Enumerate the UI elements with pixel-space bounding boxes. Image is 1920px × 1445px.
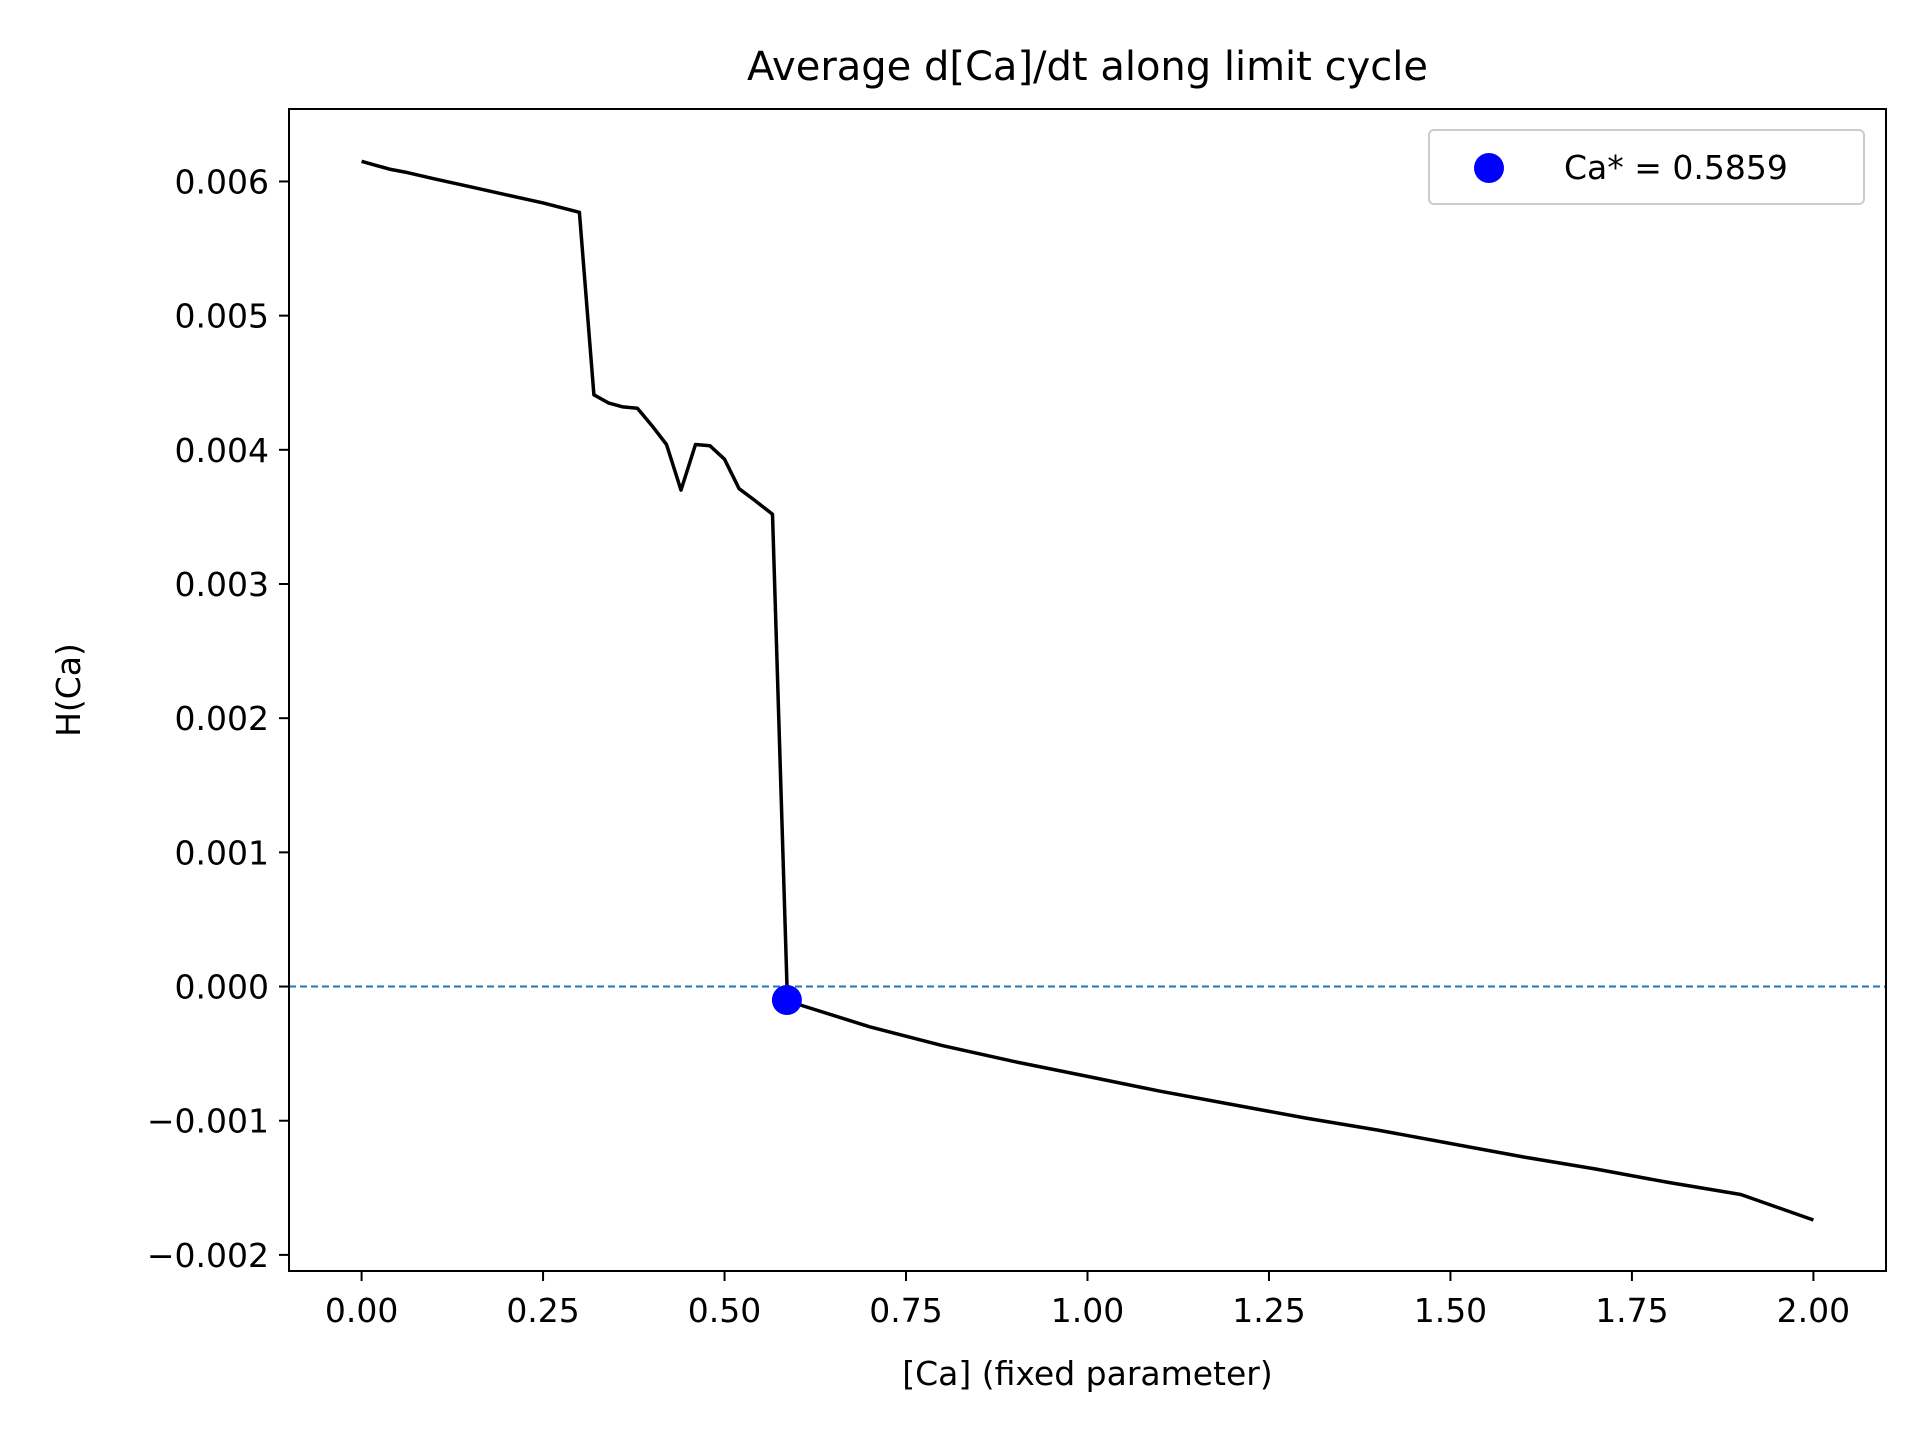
legend: Ca* = 0.5859 — [1428, 129, 1865, 205]
plot-frame — [288, 108, 1887, 1272]
legend-label: Ca* = 0.5859 — [1564, 148, 1788, 187]
y-tick-label: 0.006 — [175, 162, 269, 201]
y-tick-label: 0.005 — [175, 297, 269, 336]
x-tick-label: 1.25 — [1232, 1291, 1305, 1330]
x-tick-label: 0.50 — [688, 1291, 761, 1330]
x-tick-label: 0.25 — [506, 1291, 579, 1330]
series-line-0 — [361, 159, 1814, 1222]
x-axis: 0.00 0.25 0.50 0.75 1.00 1.25 1.50 1.75 2.00 — [325, 1271, 1850, 1330]
x-axis-title: [Ca] (fixed parameter) — [902, 1354, 1273, 1393]
y-tick-label: 0.001 — [175, 833, 269, 872]
y-axis: −0.002 −0.001 0.000 0.001 0.002 0.003 0.004 0.0… — [147, 162, 289, 1275]
plot-content — [289, 159, 1886, 1222]
y-tick-label: −0.002 — [147, 1236, 269, 1275]
y-tick-label: 0.000 — [175, 968, 269, 1007]
fixed-point-marker — [771, 984, 802, 1015]
chart-title: Average d[Ca]/dt along limit cycle — [747, 44, 1428, 90]
x-tick-label: 1.75 — [1595, 1291, 1668, 1330]
x-tick-label: 1.00 — [1051, 1291, 1124, 1330]
y-tick-label: 0.004 — [175, 431, 269, 470]
y-tick-label: −0.001 — [147, 1102, 269, 1141]
x-tick-label: 1.50 — [1414, 1291, 1487, 1330]
x-tick-label: 0.00 — [325, 1291, 398, 1330]
x-tick-label: 0.75 — [869, 1291, 942, 1330]
y-tick-label: 0.003 — [175, 565, 269, 604]
legend-marker — [1474, 153, 1504, 183]
y-axis-title: H(Ca) — [49, 643, 88, 737]
y-tick-label: 0.002 — [175, 699, 269, 738]
legend-box — [1428, 129, 1865, 205]
x-tick-label: 2.00 — [1777, 1291, 1850, 1330]
